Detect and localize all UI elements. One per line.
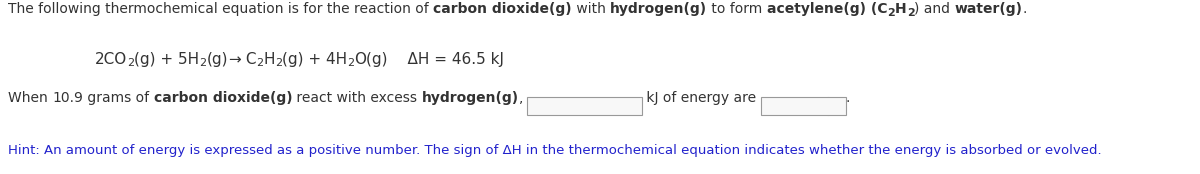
Text: water(g): water(g) bbox=[955, 2, 1022, 16]
Bar bbox=[527, 97, 642, 115]
Text: H: H bbox=[264, 52, 275, 67]
Text: 2: 2 bbox=[907, 7, 914, 18]
Text: acetylene(g) (C: acetylene(g) (C bbox=[767, 2, 887, 16]
Text: to form: to form bbox=[707, 2, 767, 16]
Text: ⌄: ⌄ bbox=[828, 94, 839, 107]
Text: grams of: grams of bbox=[83, 91, 154, 105]
Text: 2: 2 bbox=[887, 7, 895, 18]
Text: The following thermochemical equation is for the reaction of: The following thermochemical equation is… bbox=[8, 2, 433, 16]
Bar bbox=[761, 97, 846, 115]
Text: kJ of energy are: kJ of energy are bbox=[642, 91, 761, 105]
Text: (g): (g) bbox=[206, 52, 228, 67]
Text: H: H bbox=[895, 2, 907, 16]
Text: C: C bbox=[241, 52, 257, 67]
Text: (g) + 5H: (g) + 5H bbox=[134, 52, 199, 67]
Text: Hint: An amount of energy is expressed as a positive number. The sign of ΔH in t: Hint: An amount of energy is expressed a… bbox=[8, 144, 1102, 157]
Text: carbon dioxide(g): carbon dioxide(g) bbox=[154, 91, 292, 105]
Text: with: with bbox=[571, 2, 610, 16]
Text: carbon dioxide(g): carbon dioxide(g) bbox=[433, 2, 571, 16]
Text: ΔH = 46.5 kJ: ΔH = 46.5 kJ bbox=[388, 52, 504, 67]
Text: .: . bbox=[1022, 2, 1027, 16]
Text: hydrogen(g): hydrogen(g) bbox=[610, 2, 707, 16]
Text: 2: 2 bbox=[127, 58, 134, 69]
Text: ) and: ) and bbox=[914, 2, 955, 16]
Text: hydrogen(g): hydrogen(g) bbox=[421, 91, 518, 105]
Text: When: When bbox=[8, 91, 52, 105]
Text: 2: 2 bbox=[275, 58, 282, 69]
Text: O(g): O(g) bbox=[354, 52, 388, 67]
Text: ,: , bbox=[518, 91, 523, 105]
Text: 2: 2 bbox=[199, 58, 206, 69]
Text: .: . bbox=[846, 91, 850, 105]
Text: 10.9: 10.9 bbox=[52, 91, 83, 105]
Text: react with excess: react with excess bbox=[292, 91, 421, 105]
Text: →: → bbox=[228, 52, 241, 67]
Text: 2CO: 2CO bbox=[95, 52, 127, 67]
Text: 2: 2 bbox=[347, 58, 354, 69]
Text: 2: 2 bbox=[257, 58, 264, 69]
Text: (g) + 4H: (g) + 4H bbox=[282, 52, 347, 67]
